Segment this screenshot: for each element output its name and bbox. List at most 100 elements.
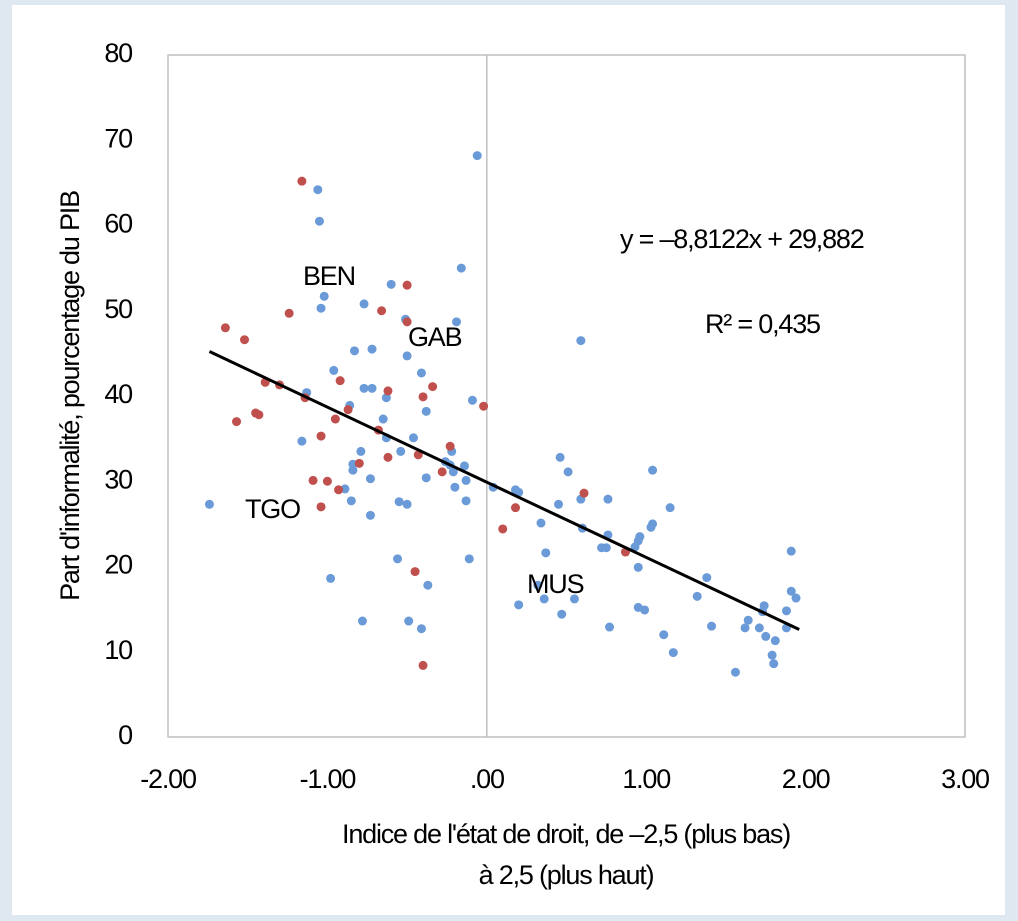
y-axis-title: Part d'informalité, pourcentage du PIB: [55, 191, 85, 601]
plot-frame: [167, 54, 966, 738]
scatter-point: [322, 476, 332, 486]
scatter-point: [367, 383, 377, 393]
scatter-point: [410, 567, 420, 577]
scatter-point: [557, 609, 567, 619]
point-annotation: TGO: [245, 494, 300, 524]
scatter-point: [297, 436, 307, 446]
point-annotation: BEN: [303, 261, 355, 291]
scatter-point: [316, 502, 326, 512]
scatter-point: [445, 441, 455, 451]
trendline: [208, 350, 800, 631]
scatter-point: [284, 308, 294, 318]
x-tick-label: -1.00: [300, 764, 356, 794]
scatter-point: [314, 216, 324, 226]
scatter-point: [377, 306, 387, 316]
scatter-point: [579, 488, 589, 498]
scatter-point: [665, 503, 675, 513]
scatter-point: [770, 636, 780, 646]
scatter-point: [603, 494, 613, 504]
scatter-point: [459, 461, 469, 471]
scatter-point: [539, 594, 549, 604]
scatter-point: [365, 510, 375, 520]
x-tick-label: 3.00: [941, 764, 989, 794]
scatter-point: [204, 499, 214, 509]
trendline-equation: y = –8,8122x + 29,882: [620, 224, 864, 254]
y-tick-label: 80: [104, 38, 132, 68]
scatter-point: [326, 573, 336, 583]
scatter-point: [316, 303, 326, 313]
scatter-point: [418, 392, 428, 402]
scatter-point: [423, 580, 433, 590]
scatter-point: [383, 452, 393, 462]
y-tick-label: 50: [104, 294, 132, 324]
scatter-point: [702, 573, 712, 583]
scatter-point: [692, 591, 702, 601]
scatter-point: [635, 532, 645, 542]
x-axis-title: à 2,5 (plus haut): [479, 860, 654, 890]
scatter-point: [648, 519, 658, 529]
scatter-point: [769, 659, 779, 669]
scatter-point: [456, 263, 466, 273]
scatter-point: [576, 336, 586, 346]
x-axis-title: Indice de l'état de droit, de –2,5 (plus…: [342, 819, 790, 849]
scatter-point: [707, 621, 717, 631]
scatter-point: [467, 395, 477, 405]
scatter-point: [648, 465, 658, 475]
scatter-point: [319, 291, 329, 301]
scatter-point: [386, 279, 396, 289]
scatter-point: [220, 323, 230, 333]
point-annotation: GAB: [408, 322, 462, 352]
scatter-point: [452, 317, 462, 327]
scatter-point: [569, 594, 579, 604]
y-tick-label: 40: [104, 379, 132, 409]
y-tick-label: 0: [118, 720, 132, 750]
scatter-point: [343, 405, 353, 415]
scatter-point: [743, 615, 753, 625]
scatter-point: [541, 548, 551, 558]
scatter-point: [605, 622, 615, 632]
scatter-point: [232, 417, 242, 427]
scatter-point: [354, 458, 364, 468]
scatter-point: [754, 623, 764, 633]
scatter-point: [421, 406, 431, 416]
scatter-point: [378, 414, 388, 424]
scatter-point: [418, 660, 428, 670]
scatter-point: [659, 630, 669, 640]
scatter-point: [781, 606, 791, 616]
scatter-point: [316, 431, 326, 441]
scatter-point: [335, 376, 345, 386]
scatter-point: [356, 446, 366, 456]
scatter-point: [759, 601, 769, 611]
scatter-point: [472, 151, 482, 161]
scatter-point: [313, 185, 323, 195]
scatter-point: [437, 467, 447, 477]
scatter-point: [730, 667, 740, 677]
scatter-point: [329, 365, 339, 375]
scatter-point: [254, 410, 264, 420]
scatter-point: [601, 543, 611, 553]
scatter-point: [346, 496, 356, 506]
scatter-point: [448, 467, 458, 477]
scatter-point: [536, 518, 546, 528]
scatter-point: [563, 467, 573, 477]
scatter-point: [402, 351, 412, 361]
scatter-point: [357, 616, 367, 626]
scatter-point: [450, 482, 460, 492]
scatter-point: [461, 475, 471, 485]
scatter-point: [416, 624, 426, 634]
x-tick-label: 2.00: [782, 764, 830, 794]
y-tick-label: 30: [104, 464, 132, 494]
scatter-point: [761, 631, 771, 641]
scatter-point: [791, 593, 801, 603]
scatter-point: [554, 499, 564, 509]
y-tick-label: 20: [104, 550, 132, 580]
scatter-point: [555, 452, 565, 462]
scatter-point: [498, 524, 508, 534]
y-tick-label: 10: [104, 635, 132, 665]
scatter-point: [359, 383, 369, 393]
scatter-point: [349, 346, 359, 356]
scatter-point: [533, 580, 543, 590]
scatter-point: [365, 474, 375, 484]
point-annotation: MUS: [527, 569, 584, 599]
